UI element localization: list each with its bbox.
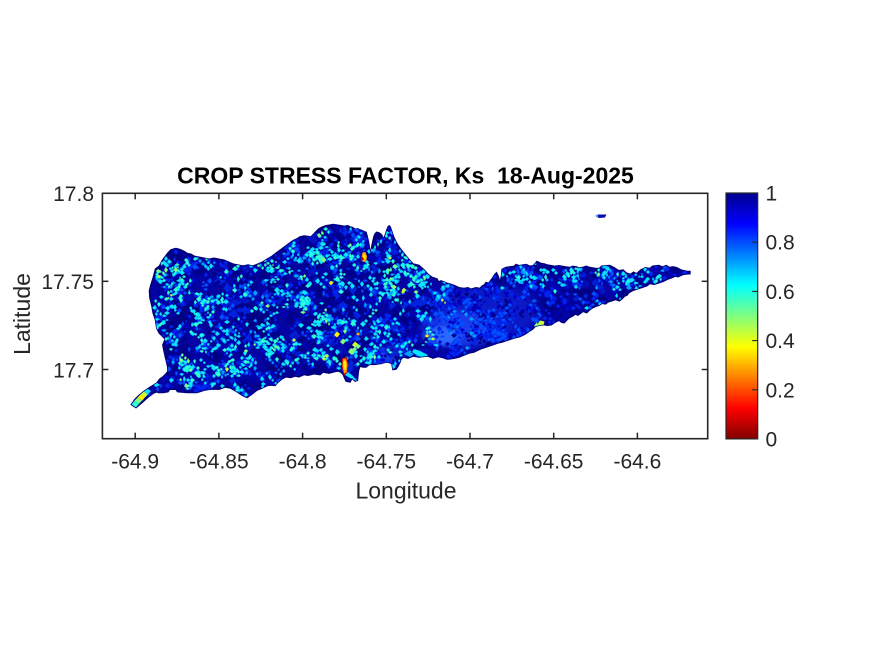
svg-text:-64.65: -64.65 xyxy=(524,451,584,474)
svg-text:1: 1 xyxy=(766,183,778,206)
svg-text:-64.75: -64.75 xyxy=(357,451,417,474)
svg-text:0.6: 0.6 xyxy=(766,281,795,304)
svg-text:0.2: 0.2 xyxy=(766,379,795,402)
svg-text:CROP STRESS FACTOR, Ks 18-Aug: CROP STRESS FACTOR, Ks 18-Aug-2025 xyxy=(177,163,634,189)
svg-text:Longitude: Longitude xyxy=(355,478,456,504)
svg-text:0.4: 0.4 xyxy=(766,330,796,353)
svg-text:17.7: 17.7 xyxy=(53,359,94,382)
svg-text:0.8: 0.8 xyxy=(766,232,795,255)
svg-text:-64.7: -64.7 xyxy=(446,451,494,474)
svg-text:-64.85: -64.85 xyxy=(189,451,249,474)
svg-text:-64.8: -64.8 xyxy=(279,451,327,474)
svg-text:-64.9: -64.9 xyxy=(111,451,159,474)
svg-text:0: 0 xyxy=(766,428,778,451)
svg-text:17.75: 17.75 xyxy=(41,271,94,294)
svg-text:17.8: 17.8 xyxy=(53,183,94,206)
svg-text:Latitude: Latitude xyxy=(9,273,35,355)
svg-text:-64.6: -64.6 xyxy=(613,451,661,474)
